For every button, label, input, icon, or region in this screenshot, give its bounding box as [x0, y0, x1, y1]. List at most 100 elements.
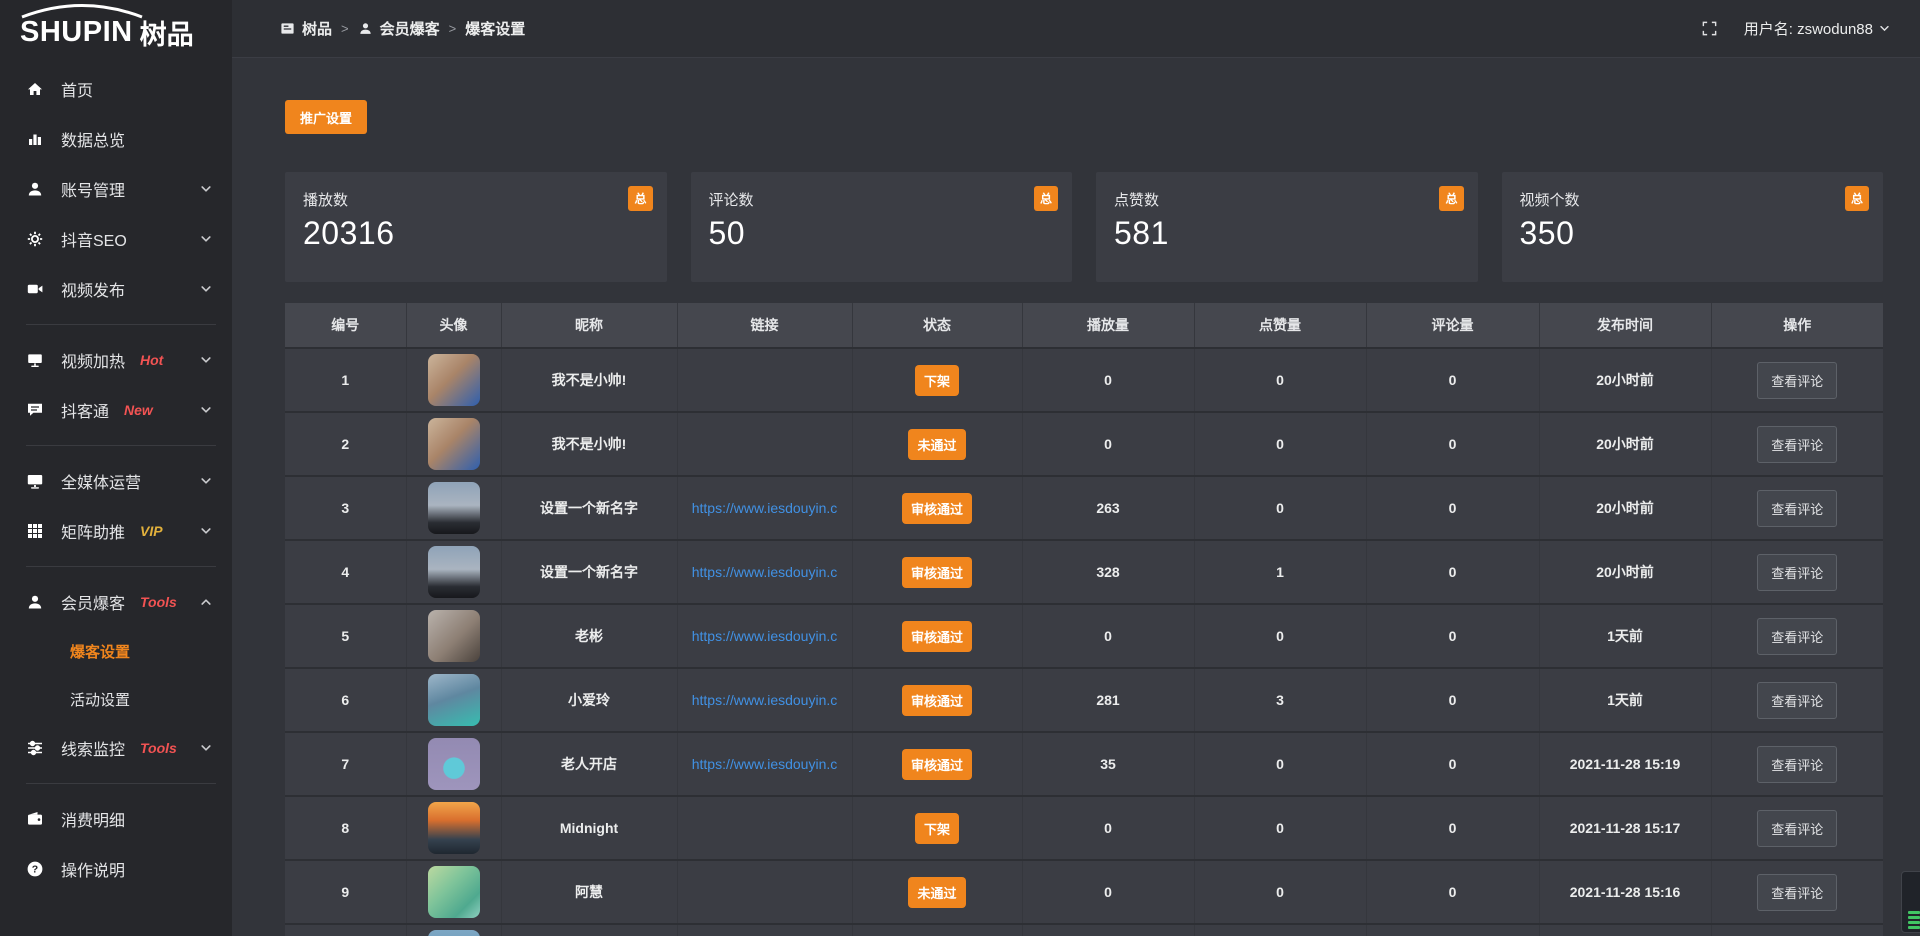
table-row: 10	[285, 924, 1883, 936]
cell-nickname: 设置一个新名字	[501, 476, 678, 541]
table-row: 7 老人开店 https://www.iesdouyin.c 审核通过 35 0 0 2021…	[285, 732, 1883, 797]
cell-plays: 263	[1022, 476, 1195, 541]
video-link[interactable]: https://www.iesdouyin.c	[691, 500, 838, 516]
sidebar-subitem-baoke-settings[interactable]: 爆客设置	[70, 643, 131, 661]
cell-time	[1539, 924, 1712, 936]
cell-plays: 0	[1022, 796, 1195, 861]
column-header: 状态	[852, 303, 1023, 349]
cell-avatar	[406, 924, 502, 936]
sidebar-item-video-publish[interactable]: 视频发布	[0, 264, 232, 314]
cell-link	[677, 860, 853, 925]
sidebar-item-clue-monitor[interactable]: 线索监控 Tools	[0, 723, 232, 773]
cell-status: 未通过	[852, 860, 1023, 925]
cell-status: 审核通过	[852, 732, 1023, 797]
video-link[interactable]: https://www.iesdouyin.c	[691, 628, 838, 644]
breadcrumb-label: 树品	[302, 21, 333, 38]
table-row: 5 老彬 https://www.iesdouyin.c 审核通过 0 0 0 1天前 查看评论	[285, 604, 1883, 669]
cell-nickname: Midnight	[501, 796, 678, 861]
avatar	[427, 482, 480, 534]
sidebar-item-label: 数据总览	[61, 133, 126, 150]
cell-time: 2021-11-28 15:19	[1539, 732, 1712, 797]
chart-icon	[26, 130, 44, 148]
breadcrumb: 树品 > 会员爆客 > 爆客设置	[280, 18, 525, 39]
sidebar-item-operation-guide[interactable]: ? 操作说明	[0, 844, 232, 894]
cell-time: 2021-11-28 15:17	[1539, 796, 1712, 861]
wallet-icon	[26, 810, 44, 828]
stat-value: 350	[1519, 215, 1575, 251]
sidebar-item-account-management[interactable]: 账号管理	[0, 164, 232, 214]
view-comments-button[interactable]: 查看评论	[1757, 425, 1838, 463]
cell-time: 20小时前	[1539, 476, 1712, 541]
grid-icon	[26, 522, 44, 540]
sidebar-item-media-operation[interactable]: 全媒体运营	[0, 456, 232, 506]
user-menu[interactable]: 用户名: zswodun88	[1744, 18, 1890, 39]
chevron-down-icon	[200, 742, 212, 754]
status-badge: 下架	[914, 364, 959, 396]
sidebar-item-label: 视频发布	[61, 283, 126, 300]
sidebar-item-label: 会员爆客	[61, 596, 126, 613]
stat-card: 点赞数 581 总	[1096, 172, 1478, 282]
breadcrumb-item[interactable]: 爆客设置	[465, 18, 525, 39]
video-link[interactable]: https://www.iesdouyin.c	[691, 564, 838, 580]
stat-value: 20316	[303, 215, 395, 251]
column-header: 评论量	[1366, 303, 1540, 349]
promo-settings-button[interactable]: 推广设置	[285, 100, 368, 134]
sidebar-item-label: 全媒体运营	[61, 475, 142, 492]
cell-status: 审核通过	[852, 668, 1023, 733]
view-comments-button[interactable]: 查看评论	[1757, 809, 1838, 847]
cell-nickname: 阿慧	[501, 860, 678, 925]
view-comments-button[interactable]: 查看评论	[1757, 361, 1838, 399]
video-icon	[26, 280, 44, 298]
cell-comments: 0	[1366, 796, 1540, 861]
sidebar-item-douketong[interactable]: 抖客通 New	[0, 385, 232, 435]
video-link[interactable]: https://www.iesdouyin.c	[691, 692, 838, 708]
view-comments-button[interactable]: 查看评论	[1757, 489, 1838, 527]
menu-divider	[26, 783, 216, 784]
app-icon	[280, 21, 295, 36]
cell-likes: 0	[1194, 348, 1367, 413]
sidebar-item-consumption-detail[interactable]: 消费明细	[0, 794, 232, 844]
table-row: 6 小爱玲 https://www.iesdouyin.c 审核通过 281 3 0 1天前 查…	[285, 668, 1883, 733]
cell-comments: 0	[1366, 732, 1540, 797]
cell-action: 查看评论	[1711, 604, 1883, 669]
view-comments-button[interactable]: 查看评论	[1757, 745, 1838, 783]
view-comments-button[interactable]: 查看评论	[1757, 873, 1838, 911]
view-comments-button[interactable]: 查看评论	[1757, 617, 1838, 655]
column-header: 链接	[677, 303, 853, 349]
cell-likes: 0	[1194, 860, 1367, 925]
fullscreen-icon[interactable]	[1701, 20, 1718, 37]
stat-value: 581	[1114, 215, 1169, 251]
view-comments-button[interactable]: 查看评论	[1757, 681, 1838, 719]
total-badge: 总	[628, 186, 653, 211]
table-header-row: 编号 头像 昵称 链接 状态 播放量 点赞量 评论量 发布时间 操作	[285, 303, 1883, 349]
sidebar-item-data-overview[interactable]: 数据总览	[0, 114, 232, 164]
sidebar-item-matrix-boost[interactable]: 矩阵助推 VIP	[0, 506, 232, 556]
cell-status: 审核通过	[852, 604, 1023, 669]
cell-plays: 0	[1022, 860, 1195, 925]
sidebar-menu: 首页数据总览账号管理 抖音SEO 视频发布视频加热 Hot 抖客通 New 全媒体运营矩阵助…	[0, 64, 232, 894]
sidebar-item-home[interactable]: 首页	[0, 64, 232, 114]
breadcrumb-item[interactable]: 树品	[280, 18, 332, 39]
status-badge: 审核通过	[901, 556, 972, 588]
stat-cards: 播放数 20316 总 评论数 50 总 点赞数 581 总 视频个数 350 总	[285, 172, 1883, 282]
screen-icon	[26, 351, 44, 369]
sidebar-subitem-activity-settings[interactable]: 活动设置	[70, 691, 131, 709]
stat-label: 播放数	[303, 192, 349, 209]
sidebar-item-member-baoke[interactable]: 会员爆客 Tools	[0, 577, 232, 627]
table-row: 2 我不是小帅! 未通过 0 0 0 20小时前 查看评论	[285, 412, 1883, 477]
cell-link	[677, 412, 853, 477]
breadcrumb-item[interactable]: 会员爆客	[358, 18, 440, 39]
view-comments-button[interactable]: 查看评论	[1757, 553, 1838, 591]
menu-tag: VIP	[140, 523, 163, 539]
cell-likes	[1194, 924, 1367, 936]
cell-nickname: 老人开店	[501, 732, 678, 797]
stat-card: 视频个数 350 总	[1501, 172, 1883, 282]
cell-action: 查看评论	[1711, 860, 1883, 925]
video-link[interactable]: https://www.iesdouyin.c	[691, 756, 838, 772]
cell-comments: 0	[1366, 668, 1540, 733]
user-icon	[358, 21, 373, 36]
sidebar-item-video-heat[interactable]: 视频加热 Hot	[0, 335, 232, 385]
sidebar-item-douyin-seo[interactable]: 抖音SEO	[0, 214, 232, 264]
menu-divider	[26, 445, 216, 446]
cell-status: 审核通过	[852, 476, 1023, 541]
